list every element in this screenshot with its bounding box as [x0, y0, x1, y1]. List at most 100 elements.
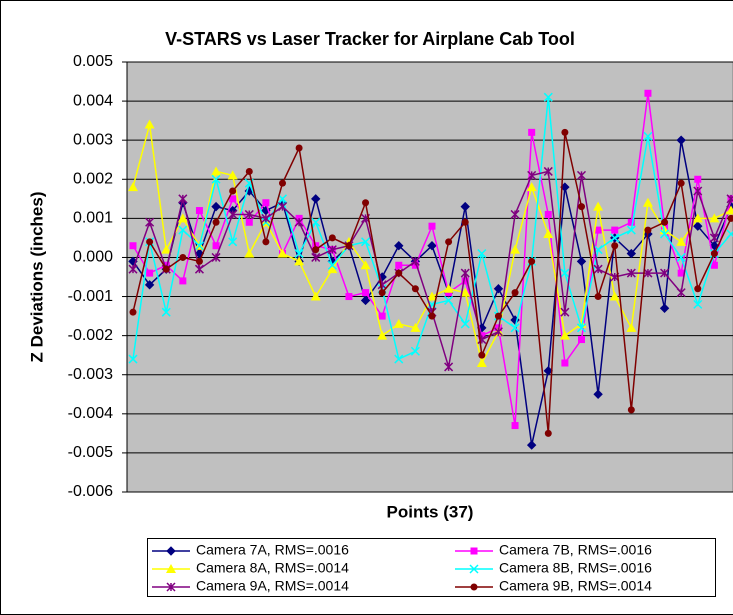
- data-point: [229, 195, 237, 203]
- data-point: [261, 213, 271, 223]
- data-point: [212, 218, 220, 226]
- data-point: [477, 249, 487, 259]
- data-point: [493, 284, 504, 294]
- data-point: [144, 119, 155, 129]
- data-point: [709, 233, 719, 243]
- data-point: [179, 277, 187, 285]
- data-point: [162, 265, 170, 273]
- data-point: [311, 194, 321, 204]
- data-point: [494, 312, 502, 320]
- data-point: [128, 264, 138, 274]
- data-point: [659, 303, 670, 313]
- data-point: [244, 248, 255, 258]
- data-point: [262, 238, 270, 246]
- data-point: [694, 285, 702, 293]
- data-point: [444, 295, 454, 305]
- y-tick-label: -0.006: [68, 483, 113, 500]
- legend-marker: [469, 564, 479, 574]
- y-tick-label: 0.002: [73, 170, 113, 187]
- data-point: [195, 207, 203, 215]
- data-point: [460, 319, 470, 329]
- data-point: [692, 213, 703, 223]
- data-point: [710, 261, 718, 269]
- data-point: [228, 209, 238, 219]
- data-point: [145, 217, 155, 227]
- data-point: [460, 268, 470, 278]
- data-point: [611, 242, 619, 250]
- data-point: [561, 128, 569, 136]
- data-point: [461, 218, 469, 226]
- data-point: [445, 238, 453, 246]
- data-point: [461, 277, 469, 285]
- data-point: [544, 429, 552, 437]
- data-point: [510, 323, 520, 333]
- y-tick-label: -0.005: [68, 444, 113, 461]
- data-point: [177, 213, 188, 223]
- data-point: [677, 179, 685, 187]
- data-point: [627, 406, 635, 414]
- data-point: [378, 312, 386, 320]
- data-point: [161, 244, 172, 254]
- data-point: [410, 322, 421, 332]
- data-point: [476, 358, 487, 367]
- data-point: [527, 170, 537, 180]
- data-point: [410, 256, 420, 266]
- y-tick-label: -0.003: [68, 366, 113, 383]
- data-point: [510, 209, 520, 219]
- data-point: [129, 308, 137, 316]
- data-point: [560, 268, 570, 278]
- data-point: [128, 182, 138, 192]
- data-point: [194, 241, 204, 251]
- y-tick-label: -0.001: [68, 288, 113, 305]
- data-point: [544, 210, 552, 218]
- data-point: [511, 289, 519, 297]
- data-point: [693, 221, 703, 231]
- data-point: [245, 167, 253, 175]
- data-point: [627, 218, 635, 226]
- legend-label: Camera 8B, RMS=.0016: [499, 560, 652, 576]
- data-point: [394, 354, 404, 364]
- legend: [147, 538, 716, 597]
- data-point: [610, 233, 620, 243]
- data-point: [559, 330, 570, 340]
- data-point: [478, 351, 486, 359]
- data-point: [327, 260, 337, 270]
- data-point: [643, 131, 653, 141]
- data-point: [311, 217, 321, 227]
- data-point: [377, 330, 388, 340]
- legend-label: Camera 7B, RMS=.0016: [499, 542, 652, 558]
- data-point: [526, 440, 537, 450]
- data-point: [360, 260, 371, 270]
- data-point: [511, 422, 519, 430]
- y-tick-label: 0.003: [73, 131, 113, 148]
- data-point: [427, 241, 437, 251]
- data-point: [709, 213, 720, 223]
- data-point: [561, 359, 569, 367]
- data-point: [576, 323, 587, 333]
- data-point: [212, 242, 220, 250]
- data-point: [194, 264, 204, 274]
- data-point: [294, 256, 305, 266]
- data-point: [195, 257, 203, 265]
- data-point: [262, 199, 270, 207]
- data-point: [609, 291, 620, 301]
- data-point: [211, 252, 221, 262]
- data-point: [576, 170, 587, 180]
- data-point: [710, 250, 718, 258]
- data-point: [360, 295, 371, 306]
- data-point: [393, 318, 404, 328]
- y-tick-label: 0.001: [73, 210, 113, 227]
- chart-title: V-STARS vs Laser Tracker for Airplane Ca…: [165, 29, 575, 49]
- plot-area: [126, 61, 733, 493]
- data-point: [526, 182, 537, 192]
- data-point: [362, 199, 370, 207]
- data-point: [362, 289, 370, 297]
- data-point: [277, 248, 288, 258]
- legend-label: Camera 8A, RMS=.0014: [196, 560, 349, 576]
- data-point: [395, 269, 403, 277]
- data-point: [311, 252, 321, 262]
- data-point: [129, 242, 137, 250]
- data-point: [310, 291, 321, 301]
- data-point: [660, 229, 670, 239]
- legend-label: Camera 7A, RMS=.0016: [196, 542, 349, 558]
